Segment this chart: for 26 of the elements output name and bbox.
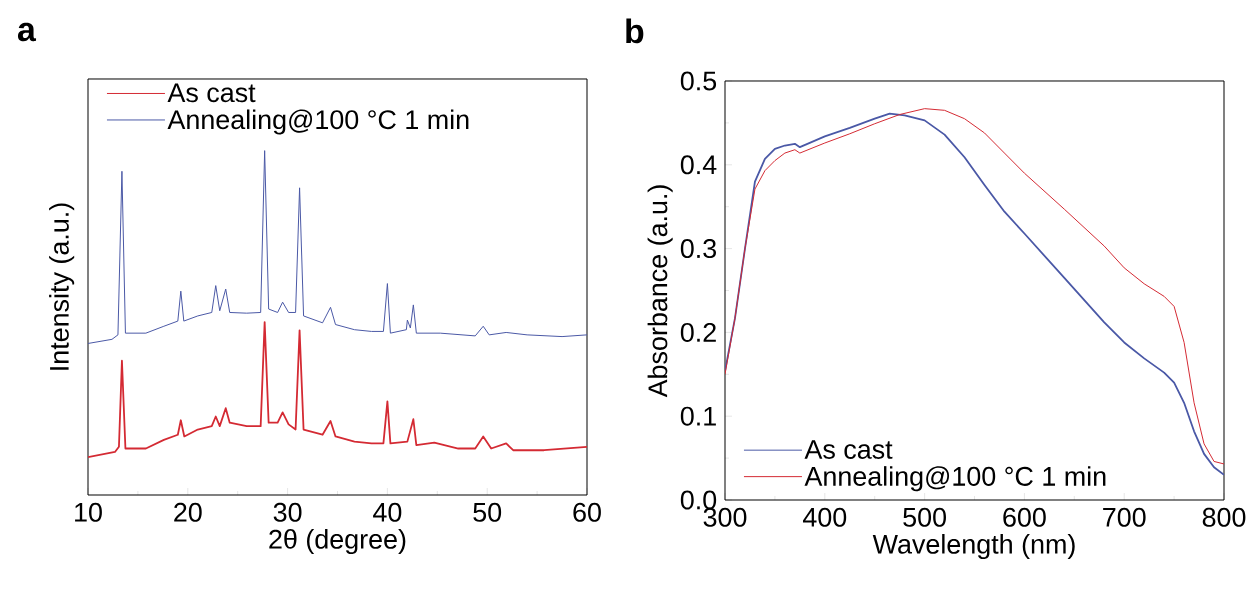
y-tick-label: 0.5 bbox=[680, 71, 717, 91]
x-tick-label: 30 bbox=[273, 502, 302, 522]
x-axis-title: Wavelength (nm) bbox=[872, 533, 1075, 560]
y-tick-label: 0.1 bbox=[680, 406, 716, 426]
legend-label: As cast bbox=[804, 440, 893, 459]
legend-label: Annealing@100 °C 1 min bbox=[167, 109, 469, 135]
x-tick-label: 600 bbox=[1003, 507, 1046, 527]
x-tick-label: 800 bbox=[1202, 507, 1246, 527]
x-tick-label: 700 bbox=[1103, 507, 1146, 527]
legend-label: As cast bbox=[167, 83, 256, 103]
x-tick-label: 20 bbox=[174, 502, 202, 522]
x-axis-title: 2θ (degree) bbox=[269, 528, 406, 555]
y-tick-label: 0.4 bbox=[680, 155, 717, 175]
x-tick-label: 500 bbox=[903, 507, 946, 527]
y-axis-title: Absorbance (a.u.) bbox=[647, 185, 673, 398]
x-tick-label: 60 bbox=[573, 502, 601, 522]
x-tick-label: 50 bbox=[473, 502, 502, 522]
y-tick-label: 0.2 bbox=[680, 322, 716, 342]
x-tick-label: 400 bbox=[802, 507, 847, 527]
x-tick-label: 40 bbox=[373, 502, 402, 522]
chart-title: a bbox=[17, 22, 37, 42]
legend-label: Annealing@100 °C 1 min bbox=[804, 466, 1106, 492]
y-tick-label: 0.3 bbox=[680, 239, 717, 259]
chart-title: b bbox=[626, 18, 644, 44]
y-axis-title: Intensity (a.u.) bbox=[49, 203, 75, 370]
x-tick-label: 10 bbox=[75, 502, 102, 522]
